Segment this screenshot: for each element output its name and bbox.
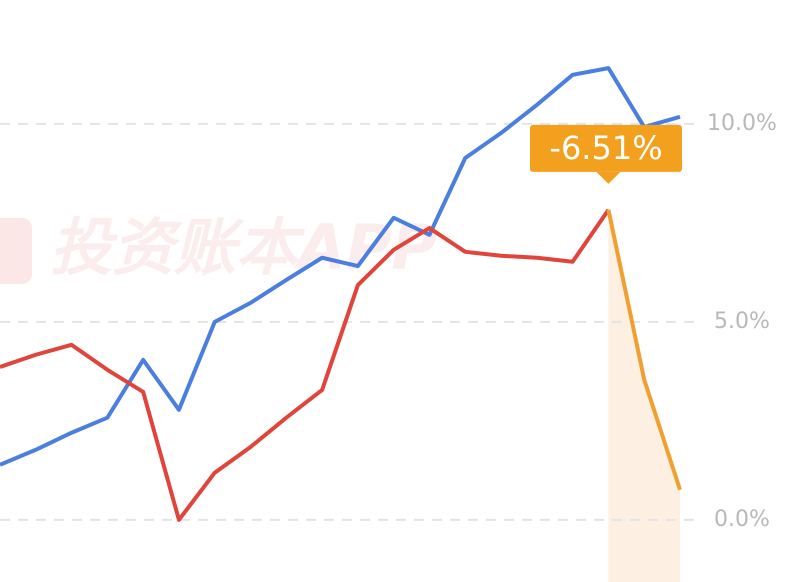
watermark: 投资账本APP	[50, 211, 437, 284]
y-tick-label: 10.0%	[707, 111, 777, 136]
watermark-icon	[0, 218, 32, 284]
series-line	[0, 66, 681, 467]
annotation-pointer	[596, 171, 621, 184]
series-line	[606, 209, 682, 491]
annotation-label: -6.51%	[549, 129, 662, 167]
annotation-box	[530, 124, 682, 172]
y-tick-label: 0.0%	[714, 507, 770, 532]
series-line	[0, 208, 611, 522]
y-tick-label: 5.0%	[714, 309, 770, 334]
